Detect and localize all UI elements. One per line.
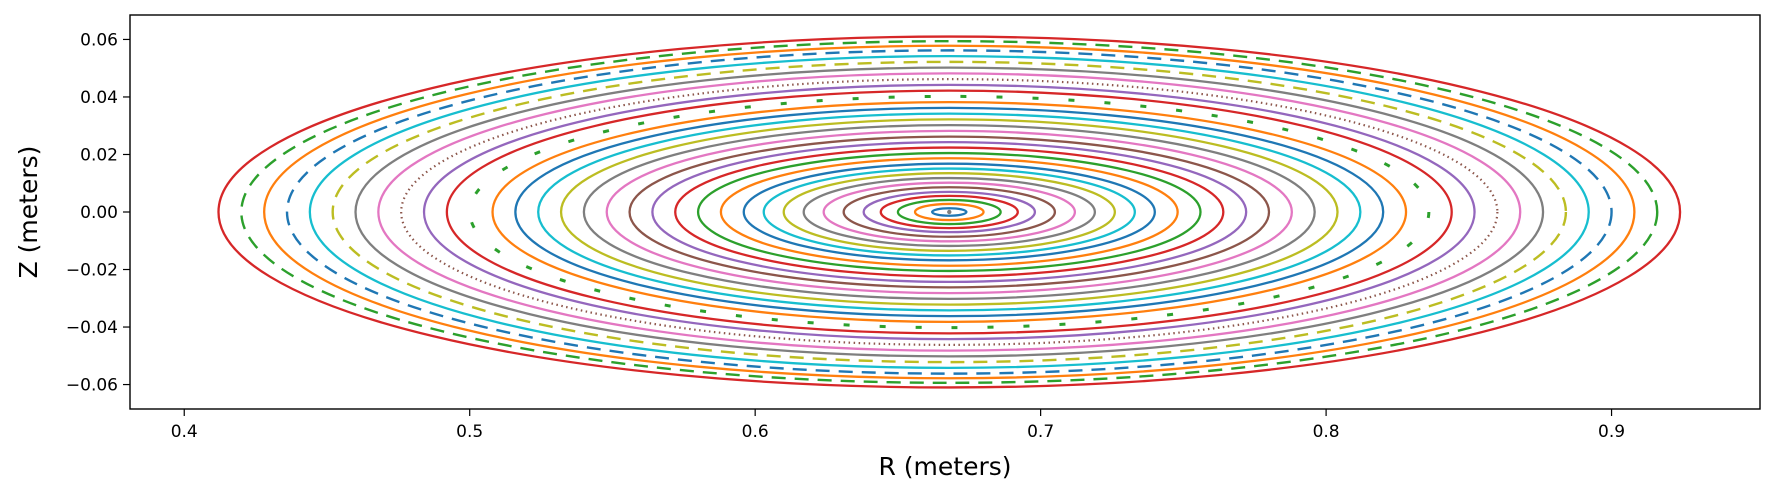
x-tick-label: 0.9 [1598, 422, 1625, 442]
flux-surface [422, 83, 1476, 341]
flux-surface [742, 162, 1156, 262]
flux-surface [842, 186, 1057, 238]
flux-surface [896, 198, 1002, 226]
flux-surface [651, 140, 1248, 284]
y-axis-label: Z (meters) [14, 146, 43, 279]
flux-surface [674, 146, 1225, 278]
y-tick-label: −0.06 [66, 376, 118, 396]
x-tick-label: 0.8 [1313, 422, 1340, 442]
flux-surface [400, 78, 1499, 346]
flux-surface [240, 39, 1659, 385]
x-tick-label: 0.7 [1027, 422, 1054, 442]
flux-surface [331, 60, 1568, 364]
flux-surface [377, 72, 1522, 352]
y-tick-label: 0.00 [80, 203, 118, 223]
flux-surface [308, 54, 1590, 370]
x-tick-label: 0.6 [742, 422, 769, 442]
x-axis-label: R (meters) [878, 452, 1011, 481]
x-tick-label: 0.4 [171, 422, 198, 442]
flux-surface [354, 66, 1545, 358]
flux-surface [468, 94, 1431, 330]
flux-surface [822, 181, 1077, 243]
magnetic-axis-point [947, 209, 952, 215]
flux-surface [696, 151, 1202, 273]
y-tick-label: 0.06 [80, 30, 118, 50]
y-tick-label: 0.02 [80, 145, 118, 165]
flux-surface [514, 106, 1385, 318]
flux-surfaces [217, 35, 1682, 389]
flux-surface [537, 112, 1362, 312]
flux-surface [782, 172, 1117, 252]
flux-surface [263, 44, 1636, 380]
flux-surface [931, 207, 968, 217]
flux-surface [285, 49, 1613, 375]
x-tick-label: 0.5 [456, 422, 483, 442]
flux-surface [913, 202, 985, 222]
x-axis: 0.4 0.5 0.6 0.7 0.8 0.9 [171, 409, 1625, 442]
flux-surface [217, 35, 1682, 389]
flux-surface [582, 123, 1316, 301]
y-tick-label: −0.04 [66, 318, 118, 338]
flux-surface [491, 100, 1408, 324]
y-tick-label: 0.04 [80, 88, 118, 108]
flux-surface [802, 176, 1097, 248]
flux-surface [559, 118, 1339, 306]
y-axis: 0.06 0.04 0.02 0.00 −0.02 −0.04 −0.06 [66, 30, 130, 396]
flux-surface [862, 190, 1037, 234]
flux-surface [605, 129, 1293, 295]
flux-surface [879, 194, 1019, 230]
flux-surface [719, 157, 1179, 267]
y-tick-label: −0.02 [66, 261, 118, 281]
flux-surface [445, 89, 1453, 335]
flux-surface [628, 135, 1271, 289]
flux-surface [762, 167, 1136, 257]
